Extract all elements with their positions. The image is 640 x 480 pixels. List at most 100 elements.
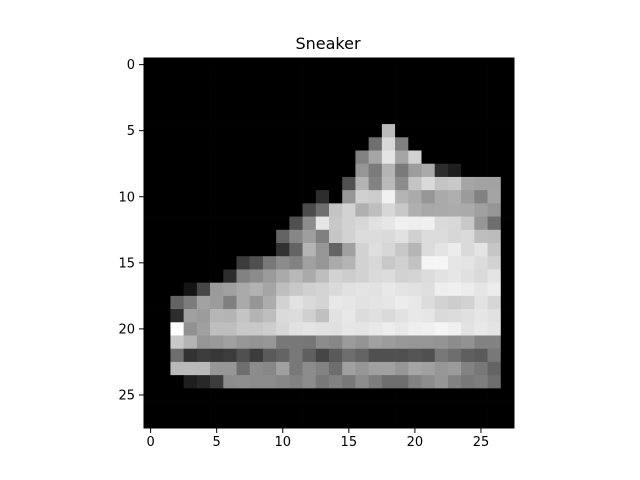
pixel-cell [289,375,303,389]
pixel-cell [368,256,383,270]
pixel-cell [408,190,422,204]
pixel-cell [329,348,343,363]
pixel-cell [381,295,396,310]
pixel-cell [368,58,383,72]
pixel-cell [183,84,198,98]
pixel-cell [196,84,211,98]
pixel-cell [329,401,343,416]
pixel-cell [447,216,462,231]
pixel-cell [236,348,251,363]
pixel-cell [249,375,264,389]
pixel-cell [395,176,409,191]
pixel-cell [421,282,436,297]
pixel-cell [289,282,303,297]
pixel-cell [474,203,488,217]
pixel-cell [355,309,369,323]
pixel-cell [315,137,330,151]
pixel-cell [487,163,502,178]
pixel-cell [249,322,264,336]
pixel-cell [196,216,211,231]
pixel-cell [474,97,488,112]
pixel-cell [157,309,171,323]
pixel-cell [183,401,198,416]
pixel-cell [474,388,488,402]
pixel-cell [461,203,475,217]
pixel-cell [500,137,515,151]
pixel-cell [368,163,383,178]
pixel-cell [210,58,224,72]
pixel-cell [434,97,449,112]
pixel-cell [461,71,475,85]
pixel-cell [408,110,422,125]
pixel-cell [461,361,475,376]
pixel-cell [381,190,396,204]
pixel-cell [157,71,171,85]
pixel-cell [355,190,369,204]
pixel-cell [447,71,462,85]
pixel-cell [170,110,184,125]
pixel-cell [487,216,502,231]
pixel-cell [249,137,264,151]
pixel-cell [421,335,436,350]
pixel-cell [170,375,184,389]
pixel-cell [355,124,369,138]
pixel-cell [183,414,198,429]
pixel-cell [395,97,409,112]
pixel-cell [302,216,317,231]
pixel-cell [500,84,515,98]
pixel-cell [157,176,171,191]
pixel-cell [289,388,303,402]
pixel-cell [144,269,158,283]
pixel-cell [262,176,277,191]
pixel-cell [500,256,515,270]
pixel-cell [289,71,303,85]
pixel-cell [329,269,343,283]
pixel-cell [223,84,237,98]
pixel-cell [144,163,158,178]
pixel-cell [434,282,449,297]
pixel-cell [302,229,317,244]
pixel-cell [434,163,449,178]
pixel-cell [249,388,264,402]
pixel-cell [421,203,436,217]
pixel-cell [183,348,198,363]
pixel-cell [144,190,158,204]
pixel-cell [355,322,369,336]
pixel-cell [395,269,409,283]
pixel-cell [447,229,462,244]
pixel-cell [170,361,184,376]
pixel-cell [421,150,436,165]
pixel-cell [408,84,422,98]
pixel-cell [395,335,409,350]
pixel-cell [276,309,290,323]
pixel-cell [170,256,184,270]
pixel-cell [276,97,290,112]
pixel-cell [381,137,396,151]
pixel-cell [500,229,515,244]
pixel-cell [408,388,422,402]
pixel-cell [381,58,396,72]
pixel-cell [408,348,422,363]
pixel-cell [157,414,171,429]
pixel-cell [461,388,475,402]
pixel-cell [302,84,317,98]
pixel-cell [395,256,409,270]
pixel-cell [474,322,488,336]
pixel-cell [461,375,475,389]
pixel-cell [157,84,171,98]
pixel-cell [329,190,343,204]
pixel-cell [276,71,290,85]
pixel-cell [276,388,290,402]
pixel-cell [487,335,502,350]
pixel-cell [210,309,224,323]
pixel-cell [461,295,475,310]
pixel-cell [170,309,184,323]
pixel-cell [500,71,515,85]
pixel-cell [434,388,449,402]
pixel-cell [144,97,158,112]
pixel-cell [170,124,184,138]
pixel-cell [500,322,515,336]
pixel-cell [157,163,171,178]
pixel-cell [368,414,383,429]
pixel-cell [329,335,343,350]
